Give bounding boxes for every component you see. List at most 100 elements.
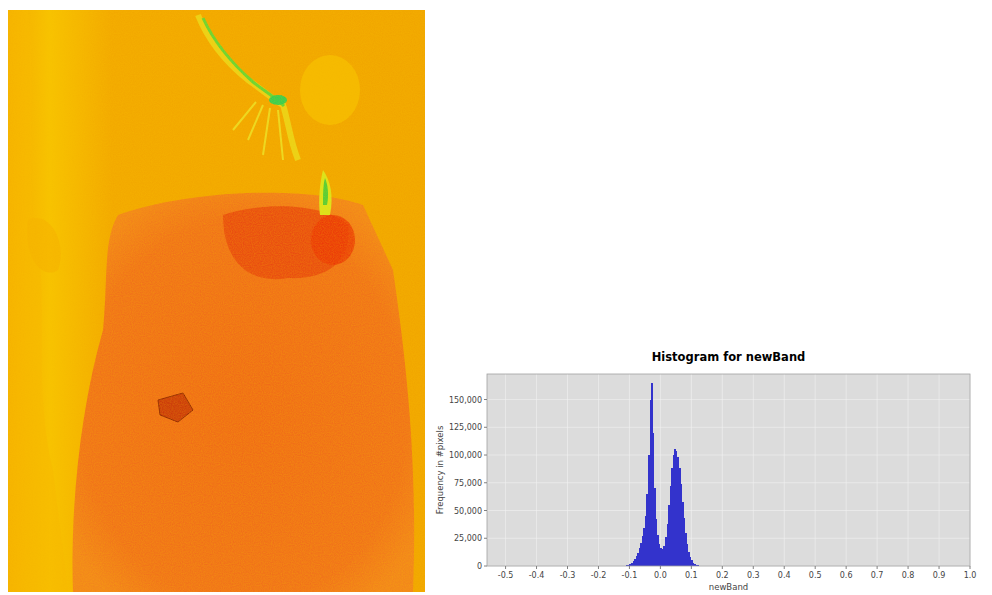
x-tick (939, 566, 940, 569)
x-tick (505, 566, 506, 569)
x-tick (660, 566, 661, 569)
x-grid-line (908, 374, 909, 566)
x-grid-line (629, 374, 630, 566)
y-tick-label: 150,000 (449, 396, 482, 405)
histogram-bar (690, 557, 692, 566)
x-grid-line (660, 374, 661, 566)
plot-frame (487, 374, 970, 566)
histogram-bar (640, 543, 642, 566)
x-tick-label: 1.0 (964, 571, 977, 580)
histogram-bar (667, 524, 669, 566)
x-grid-line (567, 374, 568, 566)
x-tick-label: -0.4 (529, 571, 545, 580)
y-tick (484, 482, 487, 483)
histogram-bar (650, 400, 652, 566)
x-grid-line (598, 374, 599, 566)
histogram-bar (684, 518, 686, 566)
histogram-bar (659, 544, 661, 566)
histogram-bar (679, 468, 681, 566)
x-grid-line (505, 374, 506, 566)
x-tick (536, 566, 537, 569)
histogram-bar (671, 468, 673, 566)
x-tick-label: -0.5 (498, 571, 514, 580)
histogram-bar (654, 488, 656, 566)
x-tick (877, 566, 878, 569)
histogram-bar (693, 563, 695, 566)
histogram-bar (687, 544, 689, 566)
y-tick (484, 427, 487, 428)
x-grid-line (784, 374, 785, 566)
histogram-bar (674, 449, 676, 566)
x-tick-label: 0.6 (840, 571, 853, 580)
x-tick (784, 566, 785, 569)
histogram-bar (691, 560, 693, 566)
histogram-bar (670, 486, 672, 566)
y-grid-line (487, 538, 970, 539)
y-tick-label: 125,000 (449, 423, 482, 432)
x-tick-label: -0.3 (560, 571, 576, 580)
x-tick (970, 566, 971, 569)
y-tick (484, 538, 487, 539)
x-grid-line (846, 374, 847, 566)
histogram-bar (634, 559, 636, 566)
raster-map (8, 10, 425, 592)
y-grid-line (487, 510, 970, 511)
chart-title: Histogram for newBand (652, 350, 806, 364)
x-tick (815, 566, 816, 569)
histogram-bar (653, 433, 655, 566)
histogram-bar (668, 505, 670, 566)
x-grid-line (722, 374, 723, 566)
x-tick-label: 0.2 (716, 571, 729, 580)
x-tick-label: 0.7 (871, 571, 884, 580)
histogram-bar (637, 553, 639, 566)
x-grid-line (815, 374, 816, 566)
x-tick-label: 0.1 (685, 571, 698, 580)
x-tick-label: 0.9 (933, 571, 946, 580)
y-axis-title: Frequency in #pixels (435, 425, 445, 514)
histogram-bar (676, 451, 678, 566)
histogram-bar (651, 383, 653, 566)
histogram-bar (688, 552, 690, 566)
x-tick-label: -0.2 (591, 571, 607, 580)
plot-background (487, 374, 970, 566)
y-tick-label: 100,000 (449, 451, 482, 460)
y-tick (484, 455, 487, 456)
histogram-bar (643, 528, 645, 566)
histogram-bar (663, 546, 665, 566)
y-grid-line (487, 427, 970, 428)
x-grid-line (939, 374, 940, 566)
histogram-bar (677, 457, 679, 566)
y-grid-line (487, 399, 970, 400)
x-tick-label: -0.1 (622, 571, 638, 580)
x-tick (908, 566, 909, 569)
x-tick-label: 0.3 (747, 571, 760, 580)
x-grid-line (753, 374, 754, 566)
histogram-bar (633, 561, 635, 566)
y-tick (484, 566, 487, 567)
x-grid-line (536, 374, 537, 566)
y-grid-line (487, 455, 970, 456)
histogram-bar (673, 455, 675, 566)
histogram-bar (665, 537, 667, 566)
histogram-bar (682, 502, 684, 566)
y-tick-label: 25,000 (454, 534, 482, 543)
x-tick (846, 566, 847, 569)
y-tick (484, 510, 487, 511)
histogram-bar (642, 536, 644, 566)
x-tick-label: 0.0 (654, 571, 667, 580)
histogram-bar (631, 563, 633, 566)
x-tick (691, 566, 692, 569)
histogram-bar (639, 548, 641, 566)
x-tick (722, 566, 723, 569)
histogram-bar (660, 548, 662, 566)
map-texture (8, 10, 425, 592)
x-grid-line (877, 374, 878, 566)
histogram-bar (648, 455, 650, 566)
histogram-bar (645, 516, 647, 566)
histogram-bar (636, 556, 638, 566)
y-tick (484, 399, 487, 400)
map-ground (8, 10, 425, 592)
x-tick (567, 566, 568, 569)
x-tick-label: 0.5 (809, 571, 822, 580)
bars (620, 383, 708, 566)
